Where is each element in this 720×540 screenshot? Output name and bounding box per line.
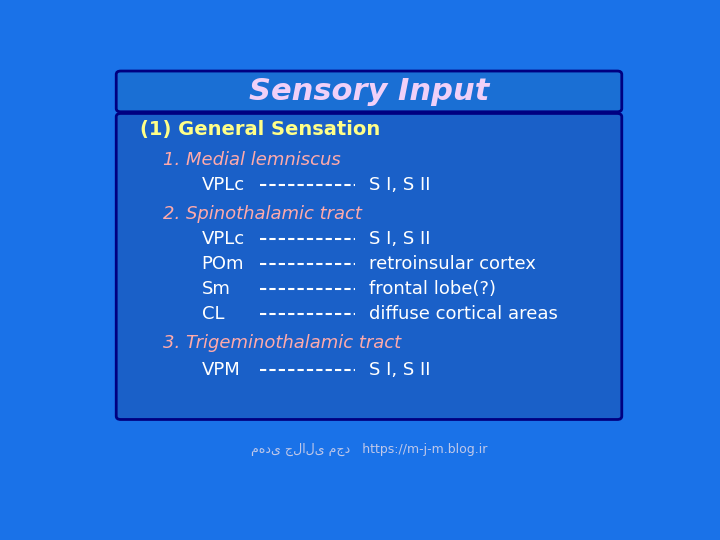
Text: 3. Trigeminothalamic tract: 3. Trigeminothalamic tract <box>163 334 400 353</box>
Text: 2. Spinothalamic tract: 2. Spinothalamic tract <box>163 206 361 224</box>
Text: VPM: VPM <box>202 361 240 380</box>
Text: Sm: Sm <box>202 280 230 298</box>
Text: S I, S II: S I, S II <box>369 231 431 248</box>
Text: CL: CL <box>202 305 224 323</box>
Text: VPLc: VPLc <box>202 231 245 248</box>
Text: مهدی جلالی مجد   https://m-j-m.blog.ir: مهدی جلالی مجد https://m-j-m.blog.ir <box>251 443 487 456</box>
Text: retroinsular cortex: retroinsular cortex <box>369 255 536 273</box>
FancyBboxPatch shape <box>116 71 622 112</box>
Text: 1. Medial lemniscus: 1. Medial lemniscus <box>163 151 341 170</box>
Text: S I, S II: S I, S II <box>369 177 431 194</box>
Text: Sensory Input: Sensory Input <box>249 77 489 106</box>
FancyBboxPatch shape <box>116 113 622 420</box>
Text: S I, S II: S I, S II <box>369 361 431 380</box>
Text: (1) General Sensation: (1) General Sensation <box>140 120 380 139</box>
Text: diffuse cortical areas: diffuse cortical areas <box>369 305 558 323</box>
Text: VPLc: VPLc <box>202 177 245 194</box>
Text: frontal lobe(?): frontal lobe(?) <box>369 280 496 298</box>
Text: POm: POm <box>202 255 244 273</box>
